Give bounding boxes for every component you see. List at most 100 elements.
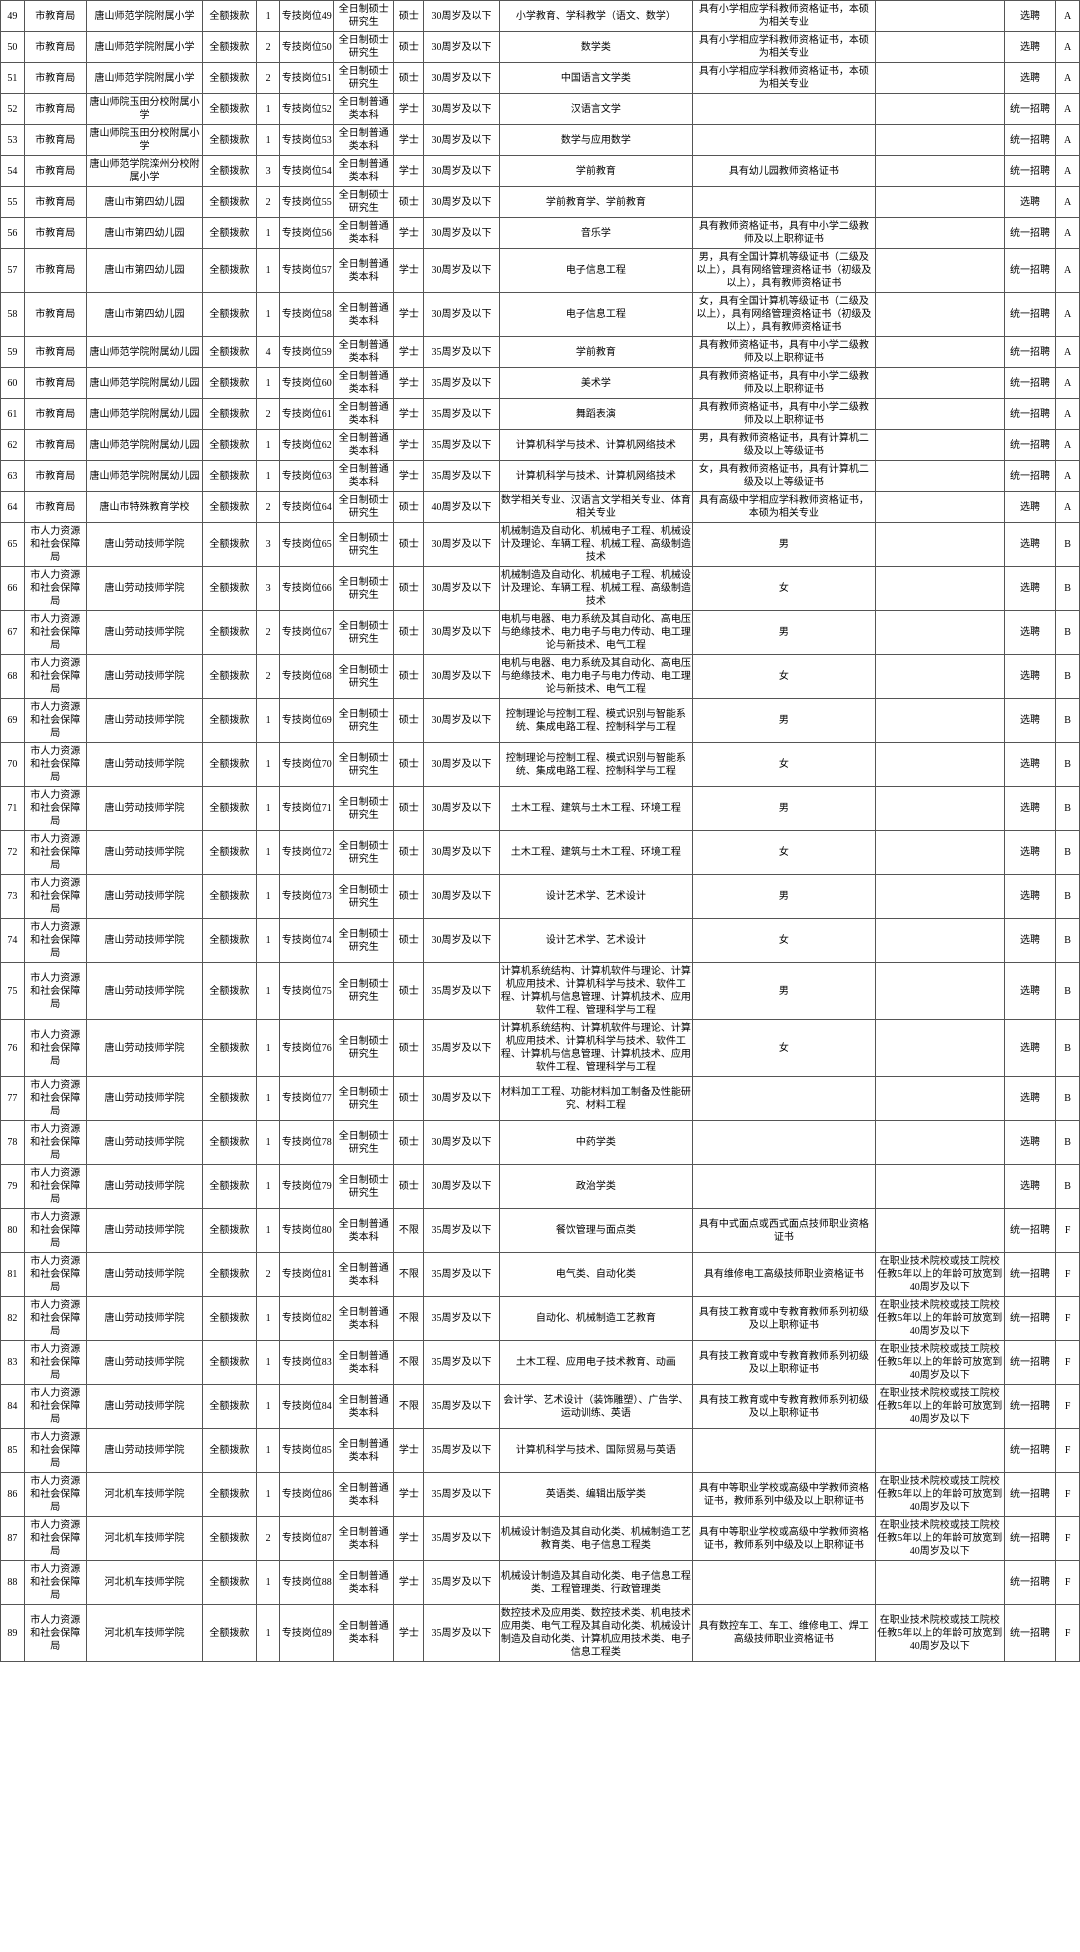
cell-e: 全日制硕士研究生 <box>334 1 394 32</box>
cell-m: 统一招聘 <box>1004 430 1056 461</box>
table-row: 50市教育局唐山师范学院附属小学全额拨款2专技岗位50全日制硕士研究生硕士30周… <box>1 32 1080 63</box>
cell-m: 选聘 <box>1004 1 1056 32</box>
cell-age: 30周岁及以下 <box>424 875 499 919</box>
cell-e: 全日制硕士研究生 <box>334 1165 394 1209</box>
cell-maj: 土木工程、建筑与土木工程、环境工程 <box>499 831 692 875</box>
cell-c: 1 <box>256 1429 280 1473</box>
cell-m: 统一招聘 <box>1004 1473 1056 1517</box>
cell-p: 专技岗位75 <box>280 963 334 1020</box>
cell-d: 市人力资源和社会保障局 <box>24 655 86 699</box>
cell-rem <box>875 218 1004 249</box>
cell-g: B <box>1056 963 1080 1020</box>
cell-c: 1 <box>256 919 280 963</box>
cell-m: 选聘 <box>1004 743 1056 787</box>
cell-c: 3 <box>256 156 280 187</box>
cell-d: 市人力资源和社会保障局 <box>24 743 86 787</box>
cell-n: 76 <box>1 1020 25 1077</box>
cell-deg: 学士 <box>394 1561 424 1605</box>
cell-age: 35周岁及以下 <box>424 399 499 430</box>
cell-req: 具有中等职业学校或高级中学教师资格证书，教师系列中级及以上职称证书 <box>693 1473 876 1517</box>
cell-f: 全额拨款 <box>203 831 257 875</box>
cell-deg: 不限 <box>394 1341 424 1385</box>
cell-n: 72 <box>1 831 25 875</box>
cell-u: 唐山劳动技师学院 <box>86 1121 202 1165</box>
cell-e: 全日制硕士研究生 <box>334 611 394 655</box>
cell-c: 2 <box>256 655 280 699</box>
cell-rem: 在职业技术院校或技工院校任教5年以上的年龄可放宽到40周岁及以下 <box>875 1473 1004 1517</box>
cell-p: 专技岗位79 <box>280 1165 334 1209</box>
cell-u: 唐山劳动技师学院 <box>86 1341 202 1385</box>
cell-n: 82 <box>1 1297 25 1341</box>
table-row: 75市人力资源和社会保障局唐山劳动技师学院全额拨款1专技岗位75全日制硕士研究生… <box>1 963 1080 1020</box>
cell-req: 具有维修电工高级技师职业资格证书 <box>693 1253 876 1297</box>
table-row: 69市人力资源和社会保障局唐山劳动技师学院全额拨款1专技岗位69全日制硕士研究生… <box>1 699 1080 743</box>
table-row: 49市教育局唐山师范学院附属小学全额拨款1专技岗位49全日制硕士研究生硕士30周… <box>1 1 1080 32</box>
cell-g: B <box>1056 875 1080 919</box>
cell-c: 2 <box>256 492 280 523</box>
cell-p: 专技岗位88 <box>280 1561 334 1605</box>
cell-maj: 电机与电器、电力系统及其自动化、高电压与绝缘技术、电力电子与电力传动、电工理论与… <box>499 611 692 655</box>
cell-deg: 硕士 <box>394 743 424 787</box>
cell-c: 1 <box>256 1121 280 1165</box>
cell-maj: 数学相关专业、汉语言文学相关专业、体育相关专业 <box>499 492 692 523</box>
cell-deg: 不限 <box>394 1297 424 1341</box>
cell-rem <box>875 368 1004 399</box>
cell-d: 市教育局 <box>24 399 86 430</box>
cell-m: 选聘 <box>1004 787 1056 831</box>
cell-req: 男 <box>693 611 876 655</box>
cell-u: 唐山劳动技师学院 <box>86 567 202 611</box>
cell-rem: 在职业技术院校或技工院校任教5年以上的年龄可放宽到40周岁及以下 <box>875 1341 1004 1385</box>
cell-n: 85 <box>1 1429 25 1473</box>
cell-p: 专技岗位68 <box>280 655 334 699</box>
table-row: 56市教育局唐山市第四幼儿园全额拨款1专技岗位56全日制普通类本科学士30周岁及… <box>1 218 1080 249</box>
cell-maj: 控制理论与控制工程、模式识别与智能系统、集成电路工程、控制科学与工程 <box>499 699 692 743</box>
cell-deg: 学士 <box>394 249 424 293</box>
cell-g: B <box>1056 743 1080 787</box>
cell-m: 统一招聘 <box>1004 249 1056 293</box>
cell-c: 1 <box>256 461 280 492</box>
cell-f: 全额拨款 <box>203 743 257 787</box>
table-row: 79市人力资源和社会保障局唐山劳动技师学院全额拨款1专技岗位79全日制硕士研究生… <box>1 1165 1080 1209</box>
cell-maj: 土木工程、建筑与土木工程、环境工程 <box>499 787 692 831</box>
cell-req: 女 <box>693 655 876 699</box>
cell-c: 4 <box>256 337 280 368</box>
table-row: 59市教育局唐山师范学院附属幼儿园全额拨款4专技岗位59全日制普通类本科学士35… <box>1 337 1080 368</box>
table-row: 70市人力资源和社会保障局唐山劳动技师学院全额拨款1专技岗位70全日制硕士研究生… <box>1 743 1080 787</box>
cell-u: 唐山师院玉田分校附属小学 <box>86 125 202 156</box>
table-row: 80市人力资源和社会保障局唐山劳动技师学院全额拨款1专技岗位80全日制普通类本科… <box>1 1209 1080 1253</box>
cell-m: 选聘 <box>1004 1020 1056 1077</box>
cell-maj: 小学教育、学科教学（语文、数学） <box>499 1 692 32</box>
cell-req: 男 <box>693 699 876 743</box>
cell-m: 统一招聘 <box>1004 125 1056 156</box>
cell-p: 专技岗位64 <box>280 492 334 523</box>
recruitment-table: 49市教育局唐山师范学院附属小学全额拨款1专技岗位49全日制硕士研究生硕士30周… <box>0 0 1080 1662</box>
cell-f: 全额拨款 <box>203 1473 257 1517</box>
cell-d: 市人力资源和社会保障局 <box>24 1429 86 1473</box>
cell-age: 30周岁及以下 <box>424 787 499 831</box>
cell-m: 选聘 <box>1004 1121 1056 1165</box>
table-row: 88市人力资源和社会保障局河北机车技师学院全额拨款1专技岗位88全日制普通类本科… <box>1 1561 1080 1605</box>
cell-g: F <box>1056 1429 1080 1473</box>
cell-f: 全额拨款 <box>203 63 257 94</box>
cell-rem <box>875 655 1004 699</box>
cell-u: 河北机车技师学院 <box>86 1517 202 1561</box>
cell-g: A <box>1056 125 1080 156</box>
cell-p: 专技岗位78 <box>280 1121 334 1165</box>
cell-d: 市人力资源和社会保障局 <box>24 611 86 655</box>
cell-m: 选聘 <box>1004 875 1056 919</box>
cell-n: 75 <box>1 963 25 1020</box>
cell-deg: 学士 <box>394 399 424 430</box>
cell-f: 全额拨款 <box>203 1429 257 1473</box>
cell-d: 市人力资源和社会保障局 <box>24 523 86 567</box>
cell-p: 专技岗位62 <box>280 430 334 461</box>
cell-deg: 硕士 <box>394 567 424 611</box>
table-row: 73市人力资源和社会保障局唐山劳动技师学院全额拨款1专技岗位73全日制硕士研究生… <box>1 875 1080 919</box>
cell-req: 具有教师资格证书，具有中小学二级教师及以上职称证书 <box>693 368 876 399</box>
cell-deg: 硕士 <box>394 919 424 963</box>
cell-rem <box>875 32 1004 63</box>
cell-u: 唐山劳动技师学院 <box>86 655 202 699</box>
cell-deg: 硕士 <box>394 32 424 63</box>
cell-e: 全日制普通类本科 <box>334 125 394 156</box>
cell-u: 唐山市第四幼儿园 <box>86 293 202 337</box>
cell-age: 30周岁及以下 <box>424 63 499 94</box>
